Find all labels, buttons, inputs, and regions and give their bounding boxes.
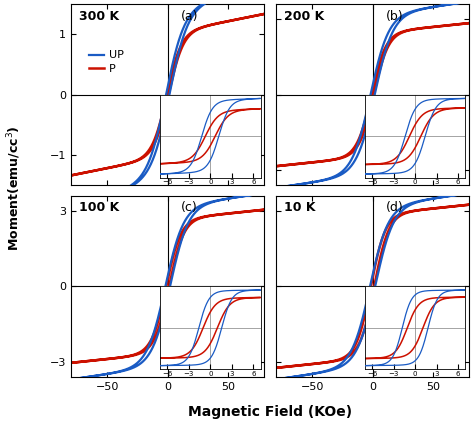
Text: (d): (d) (386, 201, 404, 214)
Text: 100 K: 100 K (79, 201, 119, 214)
Text: (a): (a) (181, 10, 199, 23)
Text: 10 K: 10 K (284, 201, 315, 214)
Text: Moment(emu/cc$^3$): Moment(emu/cc$^3$) (5, 125, 23, 251)
Text: 300 K: 300 K (79, 10, 119, 23)
Text: 200 K: 200 K (284, 10, 324, 23)
Legend: UP, P: UP, P (84, 46, 128, 78)
Text: (b): (b) (386, 10, 404, 23)
Text: (c): (c) (181, 201, 198, 214)
Text: Magnetic Field (KOe): Magnetic Field (KOe) (188, 405, 352, 419)
